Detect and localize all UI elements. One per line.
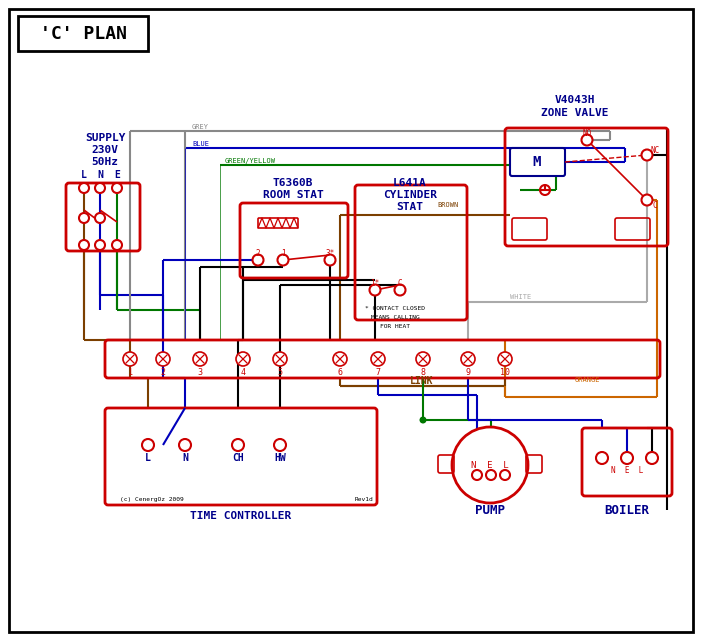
- Circle shape: [142, 439, 154, 451]
- Text: L: L: [81, 170, 87, 180]
- Circle shape: [277, 254, 289, 265]
- Circle shape: [369, 285, 380, 296]
- Text: 50Hz: 50Hz: [91, 157, 119, 167]
- Circle shape: [646, 452, 658, 464]
- Circle shape: [540, 185, 550, 195]
- Bar: [18, 16, 148, 51]
- Circle shape: [371, 352, 385, 366]
- Text: NC: NC: [650, 146, 660, 154]
- Text: 8: 8: [420, 367, 425, 376]
- Circle shape: [232, 439, 244, 451]
- Circle shape: [581, 135, 592, 146]
- Text: ZONE VALVE: ZONE VALVE: [541, 108, 609, 118]
- Circle shape: [112, 183, 122, 193]
- Text: CYLINDER: CYLINDER: [383, 190, 437, 200]
- Text: * CONTACT CLOSED: * CONTACT CLOSED: [365, 306, 425, 310]
- Circle shape: [498, 352, 512, 366]
- Text: ORANGE: ORANGE: [575, 377, 600, 383]
- Circle shape: [79, 240, 89, 250]
- Text: NO: NO: [583, 128, 592, 138]
- Circle shape: [112, 240, 122, 250]
- Circle shape: [333, 352, 347, 366]
- Circle shape: [642, 149, 652, 160]
- Circle shape: [123, 352, 137, 366]
- Circle shape: [416, 352, 430, 366]
- Text: LINK: LINK: [410, 376, 434, 386]
- Circle shape: [79, 213, 89, 223]
- Text: GREEN/YELLOW: GREEN/YELLOW: [225, 158, 276, 164]
- Text: 4: 4: [241, 367, 246, 376]
- Text: L641A: L641A: [393, 178, 427, 188]
- Circle shape: [596, 452, 608, 464]
- Text: CH: CH: [232, 453, 244, 463]
- Text: T6360B: T6360B: [273, 178, 313, 188]
- Text: BROWN: BROWN: [437, 202, 458, 208]
- Text: 'C' PLAN: 'C' PLAN: [39, 25, 126, 43]
- Text: PUMP: PUMP: [475, 503, 505, 517]
- Circle shape: [95, 183, 105, 193]
- Text: 2: 2: [161, 367, 166, 376]
- FancyBboxPatch shape: [510, 148, 565, 176]
- Text: M: M: [533, 155, 541, 169]
- Text: N: N: [182, 453, 188, 463]
- Text: 9: 9: [465, 367, 470, 376]
- Text: (c) CenergOz 2009: (c) CenergOz 2009: [120, 497, 184, 501]
- Circle shape: [156, 352, 170, 366]
- Circle shape: [642, 194, 652, 206]
- Text: 230V: 230V: [91, 145, 119, 155]
- Circle shape: [95, 213, 105, 223]
- Circle shape: [95, 240, 105, 250]
- Circle shape: [253, 254, 263, 265]
- Circle shape: [472, 470, 482, 480]
- Circle shape: [500, 470, 510, 480]
- Text: GREY: GREY: [192, 124, 209, 130]
- Text: 1: 1: [281, 249, 285, 258]
- Text: V4043H: V4043H: [555, 95, 595, 105]
- Circle shape: [274, 439, 286, 451]
- Circle shape: [452, 427, 528, 503]
- Circle shape: [236, 352, 250, 366]
- Circle shape: [193, 352, 207, 366]
- Text: 5: 5: [277, 367, 282, 376]
- Text: C: C: [398, 278, 402, 288]
- Text: 10: 10: [500, 367, 510, 376]
- Text: L: L: [145, 453, 151, 463]
- Text: 6: 6: [338, 367, 343, 376]
- Text: 1*: 1*: [371, 278, 380, 288]
- Text: N  E  L: N E L: [471, 460, 509, 469]
- Text: TIME CONTROLLER: TIME CONTROLLER: [190, 511, 291, 521]
- Circle shape: [395, 285, 406, 296]
- Text: N  E  L: N E L: [611, 465, 643, 474]
- Text: HW: HW: [274, 453, 286, 463]
- Circle shape: [420, 417, 427, 424]
- Text: N: N: [97, 170, 103, 180]
- Circle shape: [179, 439, 191, 451]
- Circle shape: [324, 254, 336, 265]
- Text: E: E: [114, 170, 120, 180]
- Circle shape: [461, 352, 475, 366]
- Text: FOR HEAT: FOR HEAT: [380, 324, 410, 328]
- Circle shape: [79, 183, 89, 193]
- Text: 3: 3: [197, 367, 202, 376]
- Circle shape: [273, 352, 287, 366]
- Text: C: C: [653, 201, 657, 210]
- Text: 1: 1: [128, 367, 133, 376]
- Circle shape: [486, 470, 496, 480]
- Text: WHITE: WHITE: [510, 294, 531, 300]
- Circle shape: [621, 452, 633, 464]
- Text: Rev1d: Rev1d: [355, 497, 373, 501]
- Text: SUPPLY: SUPPLY: [85, 133, 125, 143]
- Text: BOILER: BOILER: [604, 503, 649, 517]
- Text: BLUE: BLUE: [192, 141, 209, 147]
- Text: 3*: 3*: [325, 249, 335, 258]
- Text: STAT: STAT: [397, 202, 423, 212]
- Text: ROOM STAT: ROOM STAT: [263, 190, 324, 200]
- Text: MEANS CALLING: MEANS CALLING: [371, 315, 419, 319]
- Text: 2: 2: [256, 249, 260, 258]
- Text: 7: 7: [376, 367, 380, 376]
